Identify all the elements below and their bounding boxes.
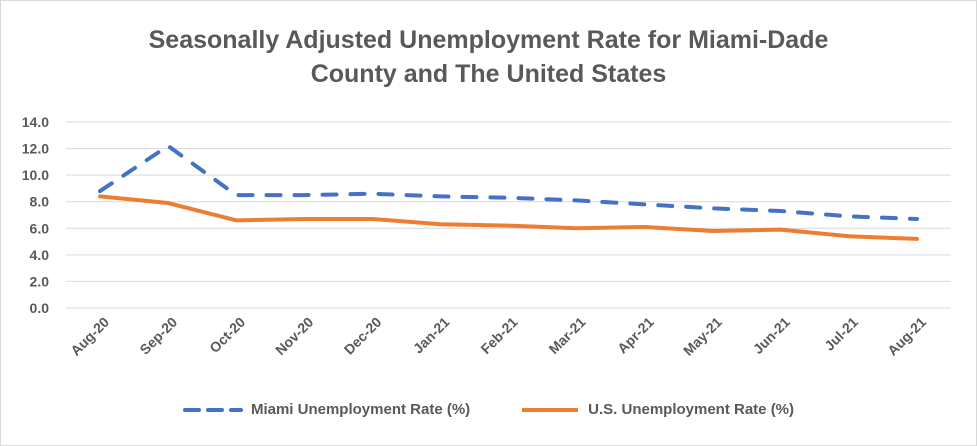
legend-swatch-miami xyxy=(182,407,243,412)
x-tick-label: Dec-20 xyxy=(341,314,385,358)
y-tick-label: 4.0 xyxy=(30,247,50,263)
legend-swatch-us xyxy=(522,407,579,412)
x-tick-label: Jan-21 xyxy=(410,314,453,357)
legend-item-us: U.S. Unemployment Rate (%) xyxy=(520,401,794,418)
y-tick-label: 0.0 xyxy=(30,300,50,316)
y-tick-label: 10.0 xyxy=(22,167,49,183)
legend-label-miami: Miami Unemployment Rate (%) xyxy=(250,401,471,418)
legend: Miami Unemployment Rate (%) U.S. Unemplo… xyxy=(1,401,976,418)
x-tick-label: Apr-21 xyxy=(614,314,657,357)
chart-title: Seasonally Adjusted Unemployment Rate fo… xyxy=(1,23,976,91)
y-tick-label: 2.0 xyxy=(30,273,50,289)
x-tick-label: Sep-20 xyxy=(136,314,180,358)
y-tick-label: 8.0 xyxy=(30,194,50,210)
y-tick-label: 12.0 xyxy=(22,141,49,157)
x-tick-label: Feb-21 xyxy=(477,314,520,357)
y-tick-label: 14.0 xyxy=(22,114,49,130)
x-tick-label: Mar-21 xyxy=(545,314,588,357)
x-tick-label: Aug-21 xyxy=(884,314,929,359)
x-tick-label: Oct-20 xyxy=(206,314,248,356)
x-tick-label: May-21 xyxy=(680,314,725,359)
chart-title-line-2: County and The United States xyxy=(310,60,667,88)
legend-item-miami: Miami Unemployment Rate (%) xyxy=(182,401,471,418)
series-line-miami xyxy=(98,143,919,221)
x-tick-label: Jun-21 xyxy=(750,314,793,357)
chart-title-line-1: Seasonally Adjusted Unemployment Rate fo… xyxy=(148,26,829,54)
series-line-us xyxy=(98,194,919,241)
y-tick-label: 6.0 xyxy=(30,220,50,236)
x-tick-label: Nov-20 xyxy=(272,314,316,358)
x-tick-label: Aug-20 xyxy=(67,314,112,359)
x-tick-label: Jul-21 xyxy=(821,314,861,354)
legend-label-us: U.S. Unemployment Rate (%) xyxy=(588,401,795,418)
